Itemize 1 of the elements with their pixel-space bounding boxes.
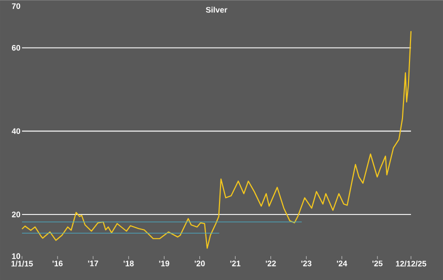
- line-series: [21, 30, 412, 249]
